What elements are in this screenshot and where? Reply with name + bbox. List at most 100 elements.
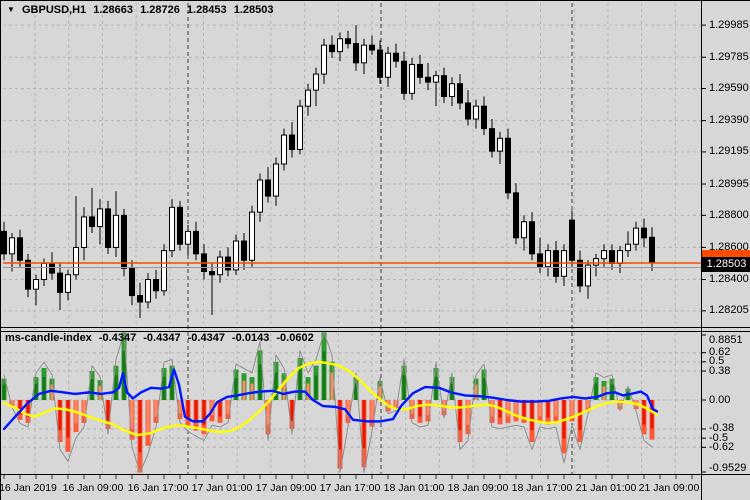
candle-body[interactable] <box>217 256 223 276</box>
indicator-bar-narrow[interactable] <box>90 379 94 400</box>
indicator-bar-narrow[interactable] <box>482 378 486 400</box>
indicator-bar-narrow[interactable] <box>114 375 118 400</box>
symbol-dropdown-icon[interactable]: ▼ <box>7 5 15 14</box>
indicator-bar-narrow[interactable] <box>2 384 6 400</box>
candle-body[interactable] <box>321 44 327 75</box>
candle-body[interactable] <box>345 38 351 45</box>
candle-body[interactable] <box>297 105 303 151</box>
candle-body[interactable] <box>169 206 175 252</box>
candle-body[interactable] <box>625 243 631 252</box>
candle-body[interactable] <box>257 179 263 213</box>
indicator-bar-narrow[interactable] <box>218 400 222 417</box>
time-axis-label[interactable]: 21 Jan 01:00 <box>575 482 637 494</box>
indicator-bar-narrow[interactable] <box>522 400 526 417</box>
time-axis-label[interactable]: 21 Jan 09:00 <box>638 482 700 494</box>
candle-body[interactable] <box>185 230 191 245</box>
candle-body[interactable] <box>361 44 367 64</box>
candle-body[interactable] <box>569 219 575 261</box>
candle-body[interactable] <box>409 63 415 94</box>
candle-body[interactable] <box>145 279 151 303</box>
indicator-bar-narrow[interactable] <box>138 400 142 453</box>
indicator-bar-narrow[interactable] <box>594 383 598 400</box>
candle-body[interactable] <box>313 73 319 91</box>
indicator-bar-narrow[interactable] <box>306 383 310 400</box>
candle-body[interactable] <box>577 259 583 287</box>
time-axis-label[interactable]: 16 Jan 09:00 <box>62 482 124 494</box>
candle-body[interactable] <box>377 49 383 78</box>
candle-body[interactable] <box>401 60 407 94</box>
indicator-bar-narrow[interactable] <box>226 400 230 414</box>
candle-body[interactable] <box>369 44 375 51</box>
indicator-bar-narrow[interactable] <box>370 400 374 420</box>
candle-body[interactable] <box>585 264 591 287</box>
candle-body[interactable] <box>65 274 71 293</box>
candle-body[interactable] <box>497 137 503 152</box>
candle-body[interactable] <box>489 128 495 152</box>
indicator-bar-narrow[interactable] <box>314 375 318 400</box>
candle-body[interactable] <box>97 208 103 228</box>
indicator-bar-narrow[interactable] <box>362 400 366 449</box>
indicator-bar-narrow[interactable] <box>418 400 422 417</box>
candle-body[interactable] <box>521 221 527 239</box>
indicator-bar-narrow[interactable] <box>354 383 358 400</box>
time-axis-label[interactable]: 17 Jan 17:00 <box>319 482 381 494</box>
candle-body[interactable] <box>25 259 31 290</box>
indicator-bar-narrow[interactable] <box>42 376 46 400</box>
candle-body[interactable] <box>9 237 15 255</box>
indicator-bar-narrow[interactable] <box>466 400 470 425</box>
indicator-bar-narrow[interactable] <box>34 383 38 400</box>
indicator-bar-narrow[interactable] <box>10 400 14 405</box>
indicator-bar-narrow[interactable] <box>178 400 182 414</box>
time-axis-label[interactable]: 18 Jan 09:00 <box>447 482 509 494</box>
time-axis-label[interactable]: 17 Jan 09:00 <box>255 482 317 494</box>
candle-body[interactable] <box>337 38 343 53</box>
indicator-bar-narrow[interactable] <box>626 391 630 400</box>
candle-body[interactable] <box>417 63 423 78</box>
candle-body[interactable] <box>641 227 647 239</box>
indicator-bar-narrow[interactable] <box>474 384 478 400</box>
candle-body[interactable] <box>241 240 247 261</box>
candle-body[interactable] <box>433 75 439 83</box>
candle-body[interactable] <box>41 262 47 281</box>
candle-body[interactable] <box>281 134 287 165</box>
indicator-bar-narrow[interactable] <box>570 400 574 416</box>
candle-body[interactable] <box>649 236 655 264</box>
indicator-bar-narrow[interactable] <box>506 400 510 417</box>
candle-body[interactable] <box>441 75 447 98</box>
indicator-bar-narrow[interactable] <box>50 384 54 400</box>
candle-body[interactable] <box>593 258 599 266</box>
indicator-bar-narrow[interactable] <box>290 400 294 421</box>
candle-body[interactable] <box>425 76 431 83</box>
indicator-bar-narrow[interactable] <box>146 400 150 433</box>
indicator-bar-narrow[interactable] <box>242 380 246 400</box>
indicator-bar-narrow[interactable] <box>554 400 558 417</box>
indicator-bar-narrow[interactable] <box>530 400 534 431</box>
indicator-bar-narrow[interactable] <box>186 400 190 420</box>
indicator-bar-narrow[interactable] <box>194 400 198 422</box>
time-axis-label[interactable]: 17 Jan 01:00 <box>191 482 253 494</box>
candle-body[interactable] <box>617 250 623 264</box>
candle-body[interactable] <box>177 206 183 245</box>
candle-body[interactable] <box>209 271 215 276</box>
indicator-bar-narrow[interactable] <box>274 372 278 400</box>
indicator-bar-narrow[interactable] <box>330 372 334 400</box>
candle-body[interactable] <box>545 250 551 268</box>
indicator-bar-narrow[interactable] <box>282 380 286 400</box>
candle-body[interactable] <box>113 214 119 248</box>
indicator-bar-narrow[interactable] <box>538 400 542 417</box>
candle-body[interactable] <box>353 43 359 64</box>
candle-body[interactable] <box>465 102 471 120</box>
time-axis-label[interactable]: 16 Jan 17:00 <box>127 482 189 494</box>
time-axis-label[interactable]: 18 Jan 17:00 <box>511 482 573 494</box>
indicator-bar-narrow[interactable] <box>258 364 262 400</box>
candle-body[interactable] <box>505 137 511 194</box>
indicator-bar-narrow[interactable] <box>650 400 654 429</box>
candle-body[interactable] <box>449 83 455 98</box>
indicator-bar-narrow[interactable] <box>378 386 382 400</box>
indicator-bar-narrow[interactable] <box>346 400 350 417</box>
indicator-bar-narrow[interactable] <box>514 400 518 416</box>
candle-body[interactable] <box>393 52 399 62</box>
candle-body[interactable] <box>289 134 295 151</box>
candle-body[interactable] <box>17 237 23 261</box>
indicator-bar-narrow[interactable] <box>426 400 430 416</box>
